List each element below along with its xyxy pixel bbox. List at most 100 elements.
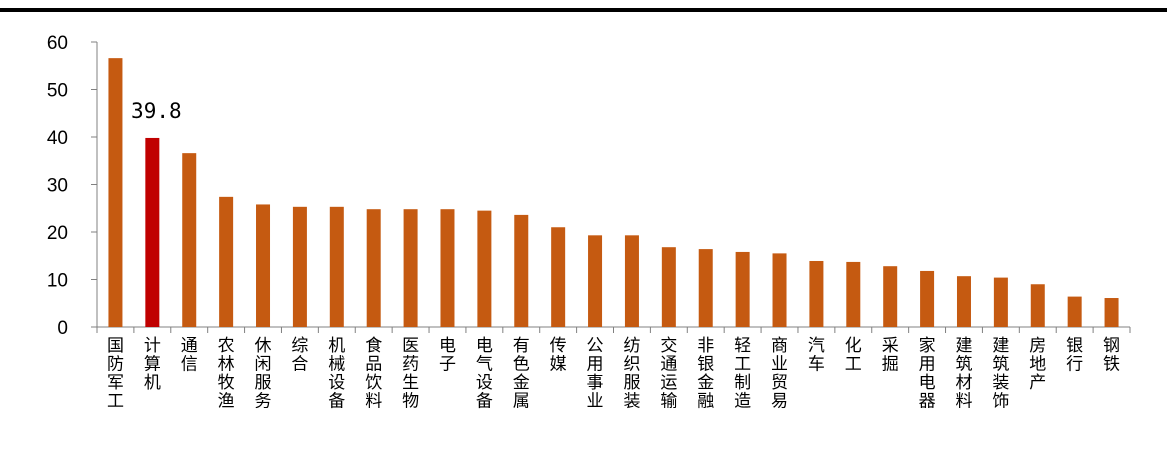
- bar-28: [1104, 298, 1119, 327]
- x-category-char: 机: [144, 373, 161, 393]
- x-category-char: 有: [513, 336, 530, 356]
- x-category-char: 业: [587, 392, 604, 412]
- x-category-label: 化工: [845, 336, 862, 375]
- x-category-char: 物: [402, 392, 419, 412]
- bar-8: [366, 209, 381, 327]
- y-tick-label: 10: [47, 271, 68, 292]
- y-tick-label: 60: [47, 33, 68, 54]
- bar-19: [772, 253, 787, 328]
- x-category-char: 料: [365, 392, 382, 412]
- x-category-char: 融: [697, 392, 714, 412]
- x-category-char: 产: [1029, 373, 1046, 393]
- x-category-char: 交: [660, 336, 677, 356]
- x-category-char: 建: [992, 336, 1009, 356]
- bar-5: [256, 204, 271, 327]
- x-category-char: 车: [808, 355, 825, 375]
- x-category-char: 闲: [255, 355, 272, 375]
- x-category-char: 电: [439, 336, 456, 356]
- x-category-char: 机: [328, 336, 345, 356]
- bar-6: [292, 206, 307, 327]
- x-category-char: 输: [660, 392, 677, 412]
- bar-20: [809, 260, 824, 327]
- data-label: 39.8: [131, 99, 182, 123]
- bar-21: [846, 261, 861, 327]
- x-category-char: 子: [439, 355, 456, 375]
- x-category-label: 银行: [1066, 336, 1083, 375]
- x-category-char: 筑: [992, 355, 1009, 375]
- x-category-char: 色: [513, 355, 530, 375]
- x-category-char: 综: [291, 336, 308, 356]
- x-category-char: 信: [181, 355, 198, 375]
- x-category-char: 服: [623, 373, 640, 393]
- x-category-label: 通信: [181, 336, 198, 375]
- y-tick-label: 30: [47, 176, 68, 197]
- x-category-char: 公: [587, 336, 604, 356]
- x-category-char: 装: [623, 392, 640, 412]
- x-category-char: 地: [1029, 355, 1046, 375]
- x-category-char: 金: [697, 373, 714, 393]
- x-category-char: 电: [919, 373, 936, 393]
- x-category-label: 钢铁: [1103, 336, 1120, 375]
- x-category-char: 气: [476, 355, 493, 375]
- x-category-char: 媒: [550, 355, 567, 375]
- x-category-char: 金: [513, 373, 530, 393]
- x-category-char: 家: [919, 336, 936, 356]
- x-category-char: 银: [1066, 336, 1083, 356]
- x-category-char: 防: [107, 355, 124, 375]
- x-category-char: 运: [660, 373, 677, 393]
- x-category-char: 业: [771, 355, 788, 375]
- x-category-char: 钢: [1103, 336, 1120, 356]
- x-category-label: 房地产: [1029, 336, 1046, 393]
- bar-24: [956, 276, 971, 327]
- bar-17: [698, 249, 713, 327]
- bar-13: [551, 227, 566, 327]
- bar-14: [588, 235, 603, 327]
- x-category-char: 林: [218, 355, 235, 375]
- x-category-char: 商: [771, 336, 788, 356]
- x-category-char: 筑: [955, 355, 972, 375]
- x-category-label: 汽车: [808, 336, 825, 375]
- bar-23: [920, 270, 935, 327]
- bar-15: [624, 235, 639, 327]
- bar-22: [883, 266, 898, 327]
- y-tick-label: 50: [47, 81, 68, 102]
- x-category-char: 通: [660, 355, 677, 375]
- x-category-char: 材: [955, 373, 972, 393]
- x-category-char: 通: [181, 336, 198, 356]
- bar-1: [108, 58, 123, 328]
- x-category-char: 渔: [218, 392, 235, 412]
- x-category-char: 食: [365, 336, 382, 356]
- bar-9: [403, 209, 418, 327]
- x-category-char: 制: [734, 373, 751, 393]
- x-category-char: 行: [1066, 355, 1083, 375]
- x-category-char: 备: [476, 392, 493, 412]
- x-category-char: 国: [107, 336, 124, 356]
- bar-16: [661, 247, 676, 327]
- bar-3: [182, 153, 197, 327]
- bar-26: [1030, 284, 1045, 327]
- bar-11: [477, 210, 492, 328]
- x-category-char: 贸: [771, 373, 788, 393]
- x-category-char: 造: [734, 392, 751, 412]
- x-category-char: 织: [623, 355, 640, 375]
- bar-7: [329, 206, 344, 327]
- bar-25: [993, 277, 1008, 327]
- bar-18: [735, 251, 750, 327]
- x-category-char: 电: [476, 336, 493, 356]
- x-category-label: 综合: [291, 336, 308, 375]
- x-category-char: 生: [402, 373, 419, 393]
- x-category-label: 计算机: [144, 336, 161, 393]
- bar-12: [514, 214, 529, 327]
- x-category-char: 器: [919, 392, 936, 412]
- x-category-char: 工: [107, 392, 124, 412]
- x-category-char: 易: [771, 392, 788, 412]
- x-category-char: 铁: [1103, 355, 1120, 375]
- x-category-char: 纺: [623, 336, 640, 356]
